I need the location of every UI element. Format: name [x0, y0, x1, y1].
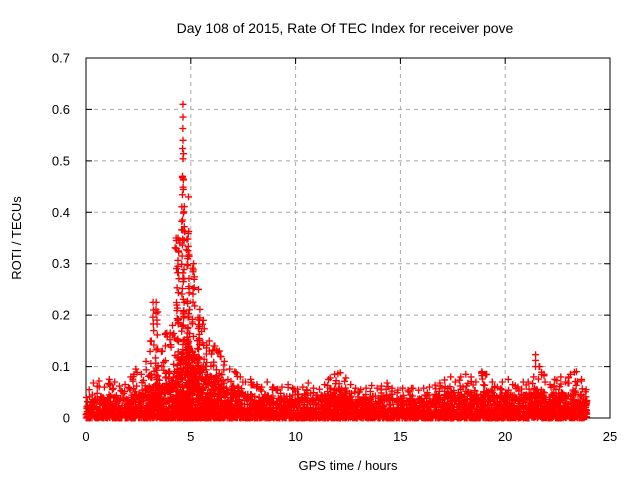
tick-labels: 0 5 10 15 20 25 0 0.1 0.2 0.3 0.4 0.5 0.6 0.7	[52, 51, 617, 445]
y-tick-label: 0.5	[52, 153, 70, 168]
y-tick-label: 0.6	[52, 102, 70, 117]
data-points-layer	[82, 100, 591, 422]
y-tick-label: 0.7	[52, 51, 70, 66]
grid-lines	[86, 58, 610, 418]
y-tick-label: 0.2	[52, 308, 70, 323]
y-tick-label: 0	[63, 411, 70, 426]
x-tick-label: 10	[288, 429, 302, 444]
plot-border-and-ticks	[85, 57, 611, 419]
x-tick-label: 15	[393, 429, 407, 444]
y-tick-label: 0.1	[52, 359, 70, 374]
y-tick-label: 0.4	[52, 205, 70, 220]
y-axis-label: ROTI / TECUs	[9, 196, 24, 280]
y-tick-label: 0.3	[52, 256, 70, 271]
x-axis-label: GPS time / hours	[299, 458, 398, 473]
chart-title: Day 108 of 2015, Rate Of TEC Index for r…	[177, 20, 514, 36]
x-tick-label: 20	[498, 429, 512, 444]
roti-data-points	[82, 100, 591, 422]
x-tick-label: 25	[603, 429, 617, 444]
axis-tick-marks	[85, 57, 611, 419]
x-tick-label: 0	[82, 429, 89, 444]
x-tick-label: 5	[187, 429, 194, 444]
